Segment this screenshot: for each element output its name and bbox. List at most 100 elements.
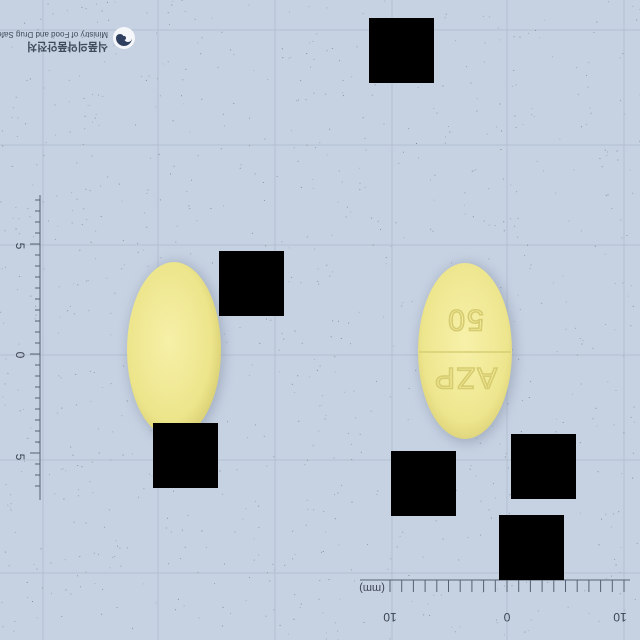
speckle [61, 615, 63, 617]
speckle [17, 389, 19, 391]
speckle [32, 184, 34, 186]
speckle [314, 248, 316, 250]
speckle [159, 95, 161, 97]
speckle [503, 585, 505, 587]
speckle [390, 245, 392, 247]
speckle [451, 626, 453, 628]
speckle [197, 42, 199, 44]
speckle [596, 425, 598, 427]
speckle [253, 559, 255, 561]
speckle [513, 36, 515, 38]
speckle [19, 276, 21, 277]
speckle [33, 563, 35, 565]
speckle [592, 347, 594, 349]
speckle [503, 634, 505, 636]
speckle [281, 48, 283, 50]
speckle [598, 544, 600, 546]
speckle [182, 79, 184, 81]
speckle [383, 316, 385, 318]
speckle [5, 358, 7, 360]
speckle [264, 199, 265, 201]
speckle [67, 310, 69, 312]
speckle [101, 613, 103, 615]
speckle [326, 7, 328, 9]
redaction-block [153, 423, 218, 488]
speckle [16, 136, 18, 137]
speckle [114, 1, 116, 3]
speckle [267, 572, 268, 574]
speckle [417, 87, 419, 88]
speckle [55, 238, 57, 240]
speckle [269, 580, 271, 582]
speckle [26, 79, 28, 81]
speckle [527, 630, 529, 632]
speckle [23, 408, 25, 410]
speckle [132, 627, 133, 629]
speckle [78, 489, 80, 491]
speckle [398, 162, 400, 164]
speckle [69, 131, 71, 133]
speckle [291, 383, 293, 385]
speckle [508, 512, 510, 514]
speckle [77, 575, 78, 577]
speckle [2, 145, 4, 147]
speckle [502, 178, 504, 180]
speckle [18, 218, 20, 220]
speckle [305, 99, 307, 101]
speckle [299, 607, 301, 608]
speckle [230, 612, 231, 614]
left-scale-labels: 5 0 5 [13, 243, 27, 461]
speckle [44, 87, 45, 89]
speckle [341, 181, 343, 183]
speckle [172, 120, 174, 122]
speckle [497, 27, 499, 29]
speckle [473, 170, 475, 171]
speckle [592, 418, 594, 420]
speckle [364, 186, 366, 188]
speckle [313, 509, 315, 511]
speckle [411, 601, 413, 602]
speckle [211, 17, 213, 19]
speckle [185, 68, 187, 70]
speckle [240, 164, 242, 166]
speckle [296, 100, 298, 102]
speckle [29, 216, 31, 218]
speckle [422, 556, 424, 558]
speckle [568, 220, 570, 222]
speckle [492, 483, 494, 485]
speckle [333, 457, 335, 459]
speckle [273, 456, 275, 458]
speckle [293, 147, 295, 149]
speckle [565, 328, 567, 330]
speckle [98, 452, 100, 454]
speckle [85, 522, 87, 524]
speckle [81, 466, 83, 468]
speckle [565, 301, 567, 303]
speckle [224, 563, 225, 565]
speckle [259, 342, 261, 344]
speckle [364, 584, 366, 586]
speckle [503, 221, 505, 223]
speckle [69, 305, 71, 307]
bottom-scale-label-middle: 0 [503, 610, 510, 624]
speckle [249, 577, 250, 578]
speckle [263, 435, 265, 437]
speckle [306, 236, 308, 238]
speckle [156, 32, 157, 34]
speckle [72, 210, 74, 211]
speckle [613, 424, 615, 426]
speckle [337, 630, 339, 632]
speckle [107, 176, 109, 178]
speckle [266, 318, 267, 320]
speckle [102, 589, 103, 590]
speckle [54, 104, 56, 106]
speckle [466, 66, 467, 68]
speckle [127, 547, 129, 549]
speckle [95, 230, 97, 232]
speckle [555, 192, 556, 194]
speckle [319, 142, 321, 144]
speckle [172, 1, 174, 2]
speckle [306, 144, 308, 146]
speckle [18, 343, 20, 345]
speckle [543, 19, 545, 21]
